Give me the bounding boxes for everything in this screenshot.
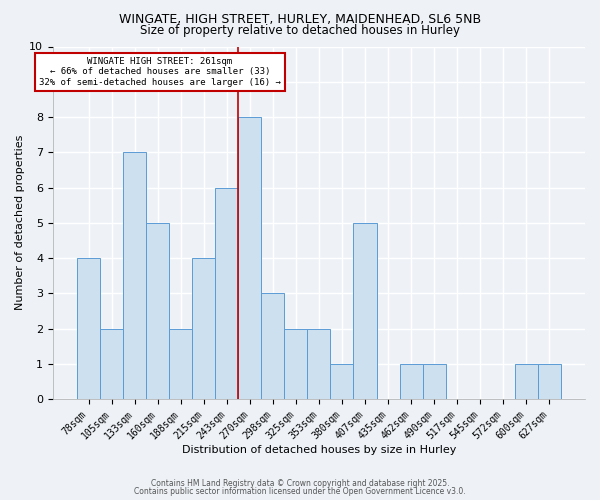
Bar [192,258,215,399]
X-axis label: Distribution of detached houses by size in Hurley: Distribution of detached houses by size … [182,445,456,455]
Bar [422,364,446,399]
Text: Size of property relative to detached houses in Hurley: Size of property relative to detached ho… [140,24,460,37]
Bar [123,152,146,399]
Bar [515,364,538,399]
Y-axis label: Number of detached properties: Number of detached properties [15,135,25,310]
Bar [400,364,422,399]
Bar [353,223,377,399]
Bar [284,328,307,399]
Bar [331,364,353,399]
Bar [146,223,169,399]
Bar [169,328,192,399]
Bar [238,117,262,399]
Text: Contains public sector information licensed under the Open Government Licence v3: Contains public sector information licen… [134,487,466,496]
Bar [307,328,331,399]
Text: WINGATE HIGH STREET: 261sqm
← 66% of detached houses are smaller (33)
32% of sem: WINGATE HIGH STREET: 261sqm ← 66% of det… [39,57,281,87]
Text: Contains HM Land Registry data © Crown copyright and database right 2025.: Contains HM Land Registry data © Crown c… [151,478,449,488]
Bar [100,328,123,399]
Bar [77,258,100,399]
Bar [262,294,284,399]
Bar [215,188,238,399]
Bar [538,364,561,399]
Text: WINGATE, HIGH STREET, HURLEY, MAIDENHEAD, SL6 5NB: WINGATE, HIGH STREET, HURLEY, MAIDENHEAD… [119,12,481,26]
